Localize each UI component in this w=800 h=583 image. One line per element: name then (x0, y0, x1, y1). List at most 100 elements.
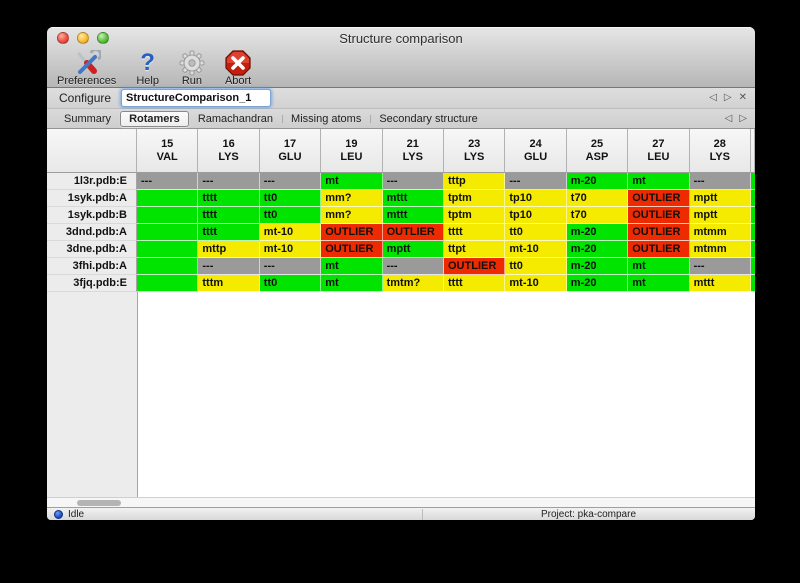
rotamer-cell[interactable]: OUTLIER (444, 258, 506, 275)
rotamer-cell[interactable] (137, 241, 199, 258)
tab-secondary-structure[interactable]: Secondary structure (370, 112, 486, 126)
tab-scroll-left-icon[interactable]: ◁ (724, 112, 733, 124)
row-label[interactable]: 1syk.pdb:A (47, 190, 137, 207)
run-button[interactable]: Run (179, 50, 205, 87)
rotamer-cell[interactable] (137, 224, 199, 241)
help-button[interactable]: ? Help (136, 50, 159, 87)
rotamer-cell[interactable]: --- (259, 258, 322, 275)
rotamer-cell[interactable]: mptt (689, 207, 751, 224)
rotamer-cell[interactable]: mt-10 (259, 224, 322, 241)
rotamer-cell[interactable]: tt0 (259, 207, 322, 224)
rotamer-cell[interactable]: tmtm? (382, 275, 444, 292)
rotamer-cell[interactable]: mt (628, 275, 690, 292)
rotamer-cell[interactable]: tttm (198, 275, 260, 292)
column-header: 19 LEU (321, 129, 383, 173)
rotamer-cell[interactable]: --- (198, 173, 260, 190)
rotamer-cell[interactable]: tp10 (505, 190, 567, 207)
rotamer-cell[interactable]: mt (628, 173, 690, 190)
nav-right-icon[interactable]: ▷ (723, 92, 732, 103)
rotamer-cell[interactable]: tt0 (259, 190, 322, 207)
row-label[interactable]: 3fjq.pdb:E (47, 275, 137, 292)
rotamer-cell[interactable]: mt (628, 258, 690, 275)
rotamer-cell[interactable]: mttt (382, 207, 444, 224)
rotamer-cell[interactable]: mt-10 (505, 275, 567, 292)
rotamer-cell[interactable]: mptt (382, 241, 444, 258)
rotamer-cell[interactable]: tttt (444, 224, 506, 241)
rotamer-cell[interactable]: mm? (321, 190, 383, 207)
nav-left-icon[interactable]: ◁ (709, 92, 717, 103)
rotamer-cell[interactable]: --- (259, 173, 322, 190)
rotamer-cell[interactable]: m-20 (566, 275, 629, 292)
rotamer-cell[interactable]: mtmm (689, 224, 751, 241)
clipped-rotamer-cell (751, 275, 755, 292)
row-label[interactable]: 3dne.pdb:A (47, 241, 137, 258)
tab-ramachandran[interactable]: Ramachandran (197, 112, 274, 125)
rotamer-cell[interactable]: tp10 (505, 207, 567, 224)
rotamer-cell[interactable]: mm? (321, 207, 383, 224)
rotamer-cell[interactable]: m-20 (566, 258, 629, 275)
rotamer-cell[interactable]: OUTLIER (628, 207, 690, 224)
rotamer-cell[interactable]: tt0 (505, 258, 567, 275)
rotamer-cell[interactable]: OUTLIER (321, 224, 383, 241)
row-label[interactable]: 3dnd.pdb:A (47, 224, 137, 241)
rotamer-cell[interactable]: tt0 (505, 224, 567, 241)
rotamer-cell[interactable]: m-20 (566, 224, 629, 241)
rotamer-cell[interactable]: --- (137, 173, 199, 190)
rotamer-cell[interactable]: OUTLIER (321, 241, 383, 258)
rotamer-cell[interactable]: tt0 (259, 275, 322, 292)
rotamer-cell[interactable]: t70 (566, 207, 629, 224)
rotamer-cell[interactable]: tttt (198, 207, 260, 224)
rotamer-cell[interactable] (137, 207, 199, 224)
rotamer-cell[interactable]: mtmm (689, 241, 751, 258)
rotamer-cell[interactable]: tttt (444, 275, 506, 292)
rotamer-cell[interactable]: tptm (444, 207, 506, 224)
rotamer-cell[interactable]: mttp (198, 241, 260, 258)
column-header: 28 LYS (689, 129, 751, 173)
rotamer-cell[interactable] (137, 190, 199, 207)
rotamer-cell[interactable] (137, 275, 199, 292)
preferences-button[interactable]: Preferences (57, 50, 116, 87)
rotamer-cell[interactable]: mttt (382, 190, 444, 207)
rotamer-cell[interactable]: mt (321, 258, 383, 275)
rotamer-cell[interactable]: OUTLIER (628, 241, 690, 258)
configure-name-input[interactable] (121, 89, 272, 107)
rotamer-cell[interactable]: m-20 (566, 241, 629, 258)
rotamer-cell[interactable]: --- (689, 258, 751, 275)
tab-rotamers[interactable]: Rotamers (120, 110, 189, 127)
scrollbar-thumb[interactable] (77, 500, 121, 506)
rotamer-cell[interactable]: --- (382, 258, 444, 275)
rotamer-cell[interactable]: mt-10 (259, 241, 322, 258)
rotamer-cell[interactable]: mt (321, 275, 383, 292)
rotamer-cell[interactable]: OUTLIER (382, 224, 444, 241)
rotamer-cell[interactable]: mt (321, 173, 383, 190)
row-label[interactable]: 1l3r.pdb:E (47, 173, 137, 190)
tab-summary[interactable]: Summary (64, 112, 112, 125)
rotamer-cell[interactable]: mttt (689, 275, 751, 292)
row-label[interactable]: 1syk.pdb:B (47, 207, 137, 224)
abort-button[interactable]: Abort (225, 50, 251, 87)
rotamer-cell[interactable]: --- (689, 173, 751, 190)
rotamer-cell[interactable]: tttt (198, 224, 260, 241)
rotamer-cell[interactable]: ttpt (444, 241, 506, 258)
rotamer-cell[interactable]: OUTLIER (628, 190, 690, 207)
rotamer-cell[interactable]: --- (382, 173, 444, 190)
row-label[interactable]: 3fhi.pdb:A (47, 258, 137, 275)
rotamer-cell[interactable]: --- (505, 173, 567, 190)
tab-scroll-right-icon[interactable]: ▷ (739, 112, 747, 124)
minimize-window-button[interactable] (77, 32, 89, 44)
rotamer-cell[interactable]: t70 (566, 190, 629, 207)
rotamer-cell[interactable]: mptt (689, 190, 751, 207)
tab-missing-atoms[interactable]: Missing atoms (282, 112, 370, 126)
rotamer-cell[interactable] (137, 258, 199, 275)
rotamer-cell[interactable]: mt-10 (505, 241, 567, 258)
zoom-window-button[interactable] (97, 32, 109, 44)
rotamer-cell[interactable]: m-20 (566, 173, 629, 190)
close-task-icon[interactable]: ✕ (738, 92, 747, 103)
rotamer-cell[interactable]: OUTLIER (628, 224, 690, 241)
rotamer-cell[interactable]: --- (198, 258, 260, 275)
rotamer-cell[interactable]: tptm (444, 190, 506, 207)
horizontal-scrollbar[interactable] (47, 497, 755, 507)
rotamer-cell[interactable]: tttt (198, 190, 260, 207)
rotamer-cell[interactable]: tttp (444, 173, 506, 190)
close-window-button[interactable] (57, 32, 69, 44)
